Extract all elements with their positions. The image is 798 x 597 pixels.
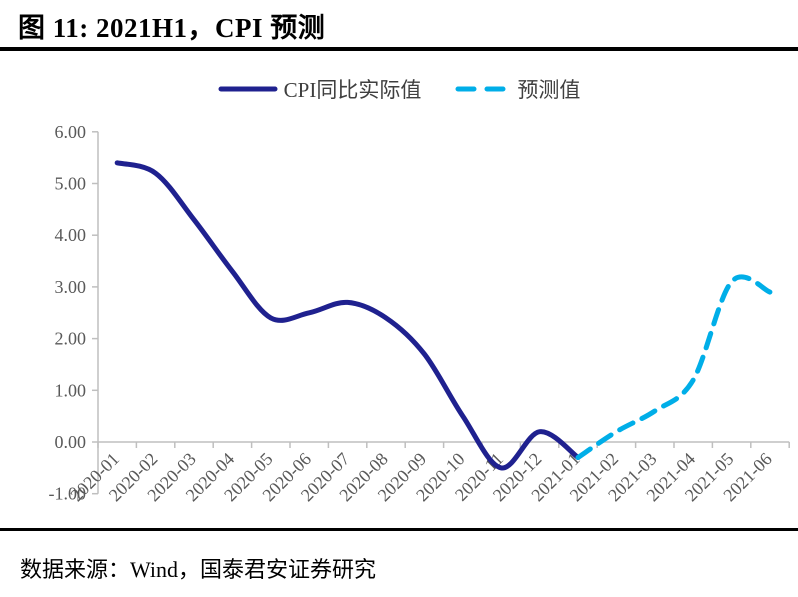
forecast-line-series [575,274,773,461]
y-axis-label: -1.00 [49,484,87,504]
chart-legend: CPI同比实际值 预测值 [0,76,798,102]
cpi-line-chart: 6.005.004.003.002.001.000.00-1.002020-01… [49,122,790,505]
actual-line-series [114,160,581,471]
y-axis-label: 2.00 [55,329,87,349]
title-divider [0,47,798,51]
legend-item-forecast: 预测值 [455,74,580,104]
legend-label-actual: CPI同比实际值 [283,78,422,102]
legend-item-actual: CPI同比实际值 [218,74,422,104]
y-axis-label: 3.00 [55,277,87,297]
y-axis-label: 6.00 [55,122,87,142]
data-source: 数据来源：Wind，国泰君安证券研究 [20,557,376,582]
legend-dashed-line-icon [455,86,511,92]
legend-solid-line-icon [218,86,278,92]
y-axis-label: 0.00 [55,432,87,452]
y-axis-label: 1.00 [55,380,87,400]
y-axis-label: 5.00 [55,174,87,194]
footer-divider [0,528,798,531]
y-axis-label: 4.00 [55,225,87,245]
page-title: 图 11: 2021H1，CPI 预测 [18,13,326,43]
legend-label-forecast: 预测值 [517,78,581,102]
